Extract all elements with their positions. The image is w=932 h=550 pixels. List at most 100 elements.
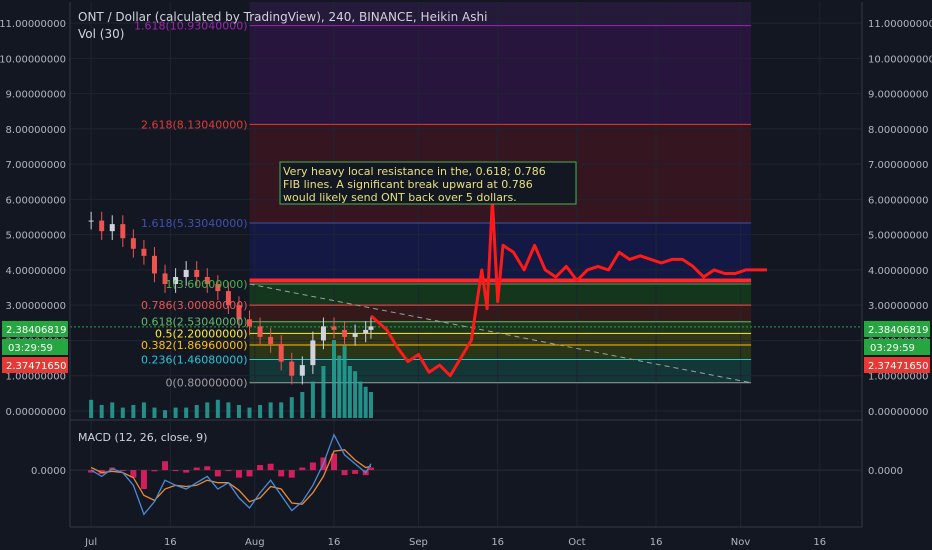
left-timer-badge <box>2 339 68 355</box>
y-tick-label-right: 1.00000000 <box>868 372 928 383</box>
volume-bar <box>279 402 284 418</box>
macd-histogram-bar <box>352 470 359 474</box>
right-price-badge <box>864 321 930 337</box>
macd-histogram-bar <box>172 470 179 472</box>
annotation-line-1: Very heavy local resistance in the, 0.61… <box>283 165 546 178</box>
macd-histogram-bar <box>288 470 295 478</box>
y-tick-label-left: 4.00000000 <box>6 266 66 277</box>
candle-body <box>130 238 136 249</box>
fib-level-label: 2.618(8.13040000) <box>141 118 248 131</box>
macd-histogram-bar <box>88 470 95 473</box>
volume-bar <box>247 407 252 418</box>
macd-signal-line <box>90 449 372 505</box>
left-price-badge-text: 2.38406819 <box>6 325 66 336</box>
volume-bar <box>131 405 136 418</box>
macd-histogram-bar <box>130 470 137 478</box>
fib-fill-top <box>249 2 752 26</box>
candle-body <box>278 343 284 362</box>
volume-bar <box>353 371 358 418</box>
fib-fill-band <box>249 345 752 360</box>
x-tick-label: 16 <box>164 537 177 548</box>
volume-bar <box>268 402 273 418</box>
macd-histogram-bar <box>151 470 158 472</box>
volume-bar <box>110 402 115 418</box>
candle-body <box>363 329 369 334</box>
candle-body <box>173 276 179 285</box>
chart-title: ONT / Dollar (calculated by TradingView)… <box>78 10 487 24</box>
fib-fill-band <box>249 321 752 334</box>
macd-histogram-bar <box>367 467 374 471</box>
volume-bar <box>205 402 210 418</box>
y-tick-label-right: 8.00000000 <box>868 125 928 136</box>
candle-body <box>247 319 253 327</box>
annotation-line-2: FIB lines. A significant break upward at… <box>283 178 533 191</box>
candles-group <box>88 211 374 385</box>
price-badges: 2.38406819 03:29:59 2.37471650 2.3840681… <box>2 321 930 373</box>
volume-bar <box>368 392 373 418</box>
candle-body <box>352 333 358 337</box>
fib-level-label: 1.618(5.33040000) <box>141 217 248 230</box>
y-tick-label-right: 11.00000000 <box>868 19 932 30</box>
volume-bar <box>152 407 157 418</box>
fib-fill-band <box>249 333 752 346</box>
volume-label: Vol (30) <box>78 27 124 41</box>
macd-histogram-bar <box>246 470 253 477</box>
x-tick-label: 16 <box>491 537 504 548</box>
fib-level-label: 0.236(1.46080000) <box>141 353 248 366</box>
volume-bar <box>226 402 231 418</box>
y-tick-label-right: 4.00000000 <box>868 266 928 277</box>
macd-histogram-bar <box>267 463 274 471</box>
fib-level-label: 1.618(10.93040000) <box>134 20 248 33</box>
fib-label-group: 1.618(10.93040000) 2.618(8.13040000) 1.618… <box>134 20 248 390</box>
left-price2-badge <box>2 357 68 373</box>
y-tick-label-right: 10.00000000 <box>868 54 932 65</box>
volume-bar <box>289 397 294 418</box>
annotation-box[interactable]: Very heavy local resistance in the, 0.61… <box>279 161 577 205</box>
x-tick-label: 16 <box>813 537 826 548</box>
macd-histogram-bar <box>162 461 169 471</box>
fib-fill-band <box>249 25 752 125</box>
right-timer-badge <box>864 339 930 355</box>
y-tick-label-left: 1.00000000 <box>6 372 66 383</box>
volume-bar <box>321 366 326 418</box>
candle-body <box>204 276 210 285</box>
right-price2-badge <box>864 357 930 373</box>
volume-bar <box>215 399 220 418</box>
volume-group <box>89 340 373 418</box>
right-price2-badge-text: 2.37471650 <box>868 361 928 372</box>
y-tick-label-left: 8.00000000 <box>6 125 66 136</box>
candle-body <box>183 269 189 277</box>
x-tick-label: Aug <box>245 537 265 548</box>
y-tick-label-left: 11.00000000 <box>0 19 66 30</box>
right-price-badge-text: 2.38406819 <box>868 325 928 336</box>
x-tick-label: 16 <box>650 537 663 548</box>
candle-body <box>151 255 157 274</box>
candle-body <box>236 305 242 320</box>
candle-body <box>268 336 274 344</box>
volume-bar <box>347 366 352 418</box>
candle-body <box>320 326 326 341</box>
macd-histogram-bar <box>299 467 306 471</box>
y-tick-label-left: 5.00000000 <box>6 231 66 242</box>
y-tick-label-right: 9.00000000 <box>868 90 928 101</box>
y-tick-label-left: 6.00000000 <box>6 195 66 206</box>
macd-histogram-bar <box>183 470 190 473</box>
candle-body <box>310 340 316 366</box>
candle-body <box>162 273 168 285</box>
fib-level-label: 0.618(2.53040000) <box>141 316 248 329</box>
x-tick-label: Jul <box>84 537 97 548</box>
annotation-border <box>279 161 577 205</box>
y-tick-label-right: 5.00000000 <box>868 231 928 242</box>
candle-body <box>215 284 221 292</box>
x-tick-label: Sep <box>409 537 428 548</box>
fib-level-label: 0.786(3.00080000) <box>141 299 248 312</box>
volume-bar <box>363 386 368 418</box>
volume-bar <box>258 405 263 418</box>
y-tick-label-left: 3.00000000 <box>6 301 66 312</box>
macd-line <box>90 433 372 516</box>
fib-fill-band <box>249 359 752 383</box>
volume-bar <box>89 399 94 418</box>
macd-histogram-bar <box>214 470 221 477</box>
candle-body <box>299 365 305 376</box>
